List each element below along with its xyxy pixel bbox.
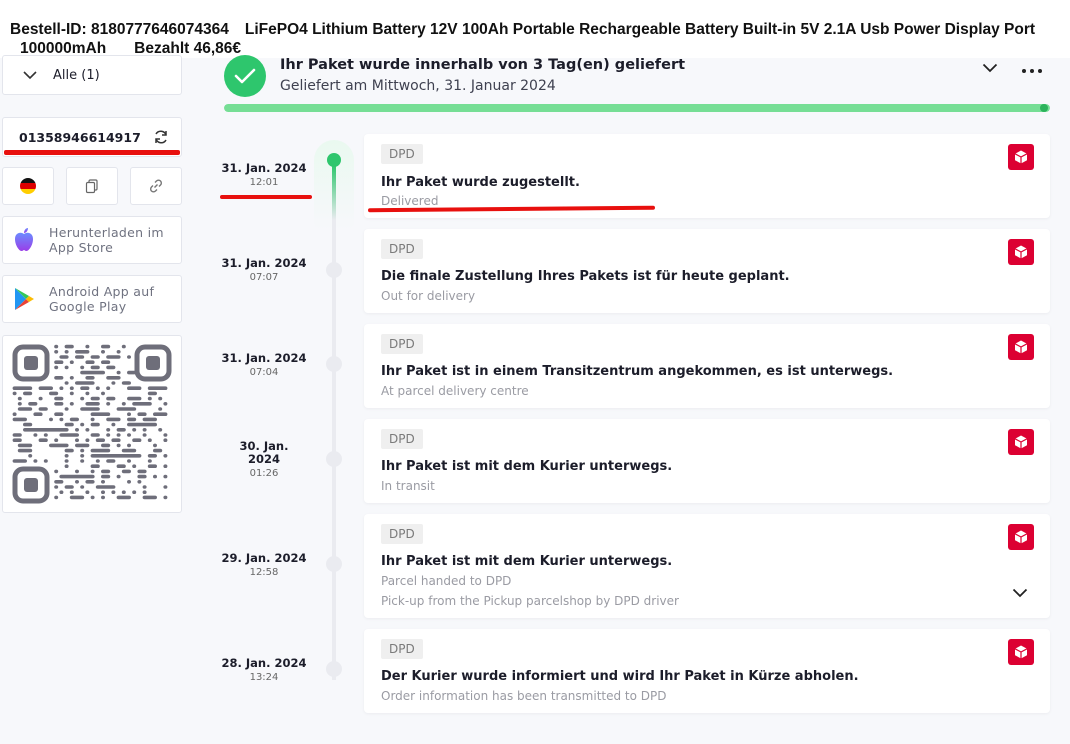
timeline-dot <box>326 451 342 467</box>
event-subtitle: Delivered <box>381 194 439 208</box>
event-date: 29. Jan. 2024 12:58 <box>214 551 314 579</box>
event-time-label: 12:01 <box>249 177 279 188</box>
tracking-event: DPD Ihr Paket wurde zugestellt. Delivere… <box>364 134 1050 218</box>
event-title: Ihr Paket ist mit dem Kurier unterwegs. <box>381 554 673 569</box>
delivery-progress-bar <box>224 104 1050 112</box>
order-line-1: Bestell-ID: 8180777646074364 LiFePO4 Lith… <box>10 20 1035 39</box>
delivered-check-icon <box>224 55 266 97</box>
tracking-event: DPD Ihr Paket ist mit dem Kurier unterwe… <box>364 514 1050 618</box>
event-title: Ihr Paket ist in einem Transitzentrum an… <box>381 364 894 379</box>
product-title: LiFePO4 Lithium Battery 12V 100Ah Portab… <box>244 21 1036 38</box>
timeline-line <box>332 160 336 680</box>
chevron-down-icon <box>23 70 37 79</box>
event-subtitle: Parcel handed to DPD <box>381 574 512 588</box>
annotation-underline <box>4 150 180 155</box>
event-time-label: 12:58 <box>249 567 279 578</box>
copy-icon <box>85 178 98 193</box>
order-line-2: 100000mAh Bezahlt 46,86€ <box>20 39 241 58</box>
google-play-line1: Android App auf <box>49 284 155 299</box>
share-link-button[interactable] <box>130 167 182 205</box>
event-date-label: 28. Jan. 2024 <box>221 656 307 670</box>
refresh-icon[interactable] <box>153 129 169 145</box>
annotation-underline <box>220 195 312 199</box>
app-store-line2: App Store <box>49 240 114 255</box>
more-options-icon[interactable] <box>1022 69 1042 73</box>
qr-code-box <box>2 335 182 513</box>
summary-subtitle: Geliefert am Mittwoch, 31. Januar 2024 <box>280 78 556 94</box>
paid-amount: Bezahlt 46,86€ <box>134 40 242 57</box>
summary-title: Ihr Paket wurde innerhalb von 3 Tag(en) … <box>280 57 686 73</box>
tracking-event: DPD Ihr Paket ist mit dem Kurier unterwe… <box>364 419 1050 503</box>
event-date-label: 31. Jan. 2024 <box>221 161 307 175</box>
tracking-event: DPD Die finale Zustellung Ihres Pakets i… <box>364 229 1050 313</box>
event-date: 31. Jan. 2024 07:07 <box>214 256 314 284</box>
event-subtitle: Out for delivery <box>381 289 476 303</box>
carrier-badge: DPD <box>381 639 423 659</box>
tracking-event: DPD Ihr Paket ist in einem Transitzentru… <box>364 324 1050 408</box>
event-subtitle: In transit <box>381 479 435 493</box>
google-play-icon <box>15 288 34 310</box>
qr-code-icon <box>12 344 172 504</box>
dpd-logo-icon <box>1008 334 1034 360</box>
google-play-line2: Google Play <box>49 299 127 314</box>
carrier-badge: DPD <box>381 239 423 259</box>
event-title: Die finale Zustellung Ihres Pakets ist f… <box>381 269 790 284</box>
timeline-dot <box>326 356 342 372</box>
product-title-cont: 100000mAh <box>20 40 107 57</box>
timeline-dot <box>326 262 342 278</box>
dpd-logo-icon <box>1008 429 1034 455</box>
event-time-label: 01:26 <box>249 468 279 479</box>
action-icons <box>2 167 182 205</box>
tracking-event: DPD Der Kurier wurde informiert und wird… <box>364 629 1050 713</box>
timeline-dot <box>326 661 342 677</box>
event-date: 31. Jan. 2024 12:01 <box>214 161 314 189</box>
event-date: 30. Jan. 2024 01:26 <box>214 439 314 480</box>
app-store-line1: Herunterladen im <box>49 225 164 240</box>
timeline-dot <box>326 556 342 572</box>
event-time-label: 07:07 <box>249 272 279 283</box>
delivery-summary: Ihr Paket wurde innerhalb von 3 Tag(en) … <box>222 55 1052 115</box>
timeline-active-segment <box>332 165 336 220</box>
event-title: Ihr Paket ist mit dem Kurier unterwegs. <box>381 459 673 474</box>
google-play-button[interactable]: Android App auf Google Play <box>2 275 182 323</box>
filter-dropdown[interactable]: Alle (1) <box>2 55 182 95</box>
dpd-logo-icon <box>1008 239 1034 265</box>
event-date-label: 31. Jan. 2024 <box>221 256 307 270</box>
carrier-badge: DPD <box>381 334 423 354</box>
event-date-label: 31. Jan. 2024 <box>221 351 307 365</box>
progress-end-dot <box>1040 104 1048 112</box>
apple-icon <box>15 228 33 251</box>
app-store-button[interactable]: Herunterladen im App Store <box>2 216 182 264</box>
order-header: Bestell-ID: 8180777646074364 LiFePO4 Lith… <box>0 0 1070 58</box>
event-date-label: 29. Jan. 2024 <box>221 551 307 565</box>
progress-fill <box>224 104 1050 112</box>
carrier-badge: DPD <box>381 524 423 544</box>
carrier-badge: DPD <box>381 144 423 164</box>
event-date-label: 30. Jan. <box>239 439 289 453</box>
flag-de-icon <box>20 178 36 194</box>
chevron-down-icon[interactable] <box>982 63 998 73</box>
filter-label: Alle (1) <box>53 67 100 83</box>
copy-button[interactable] <box>66 167 118 205</box>
event-subtitle: Pick-up from the Pickup parcelshop by DP… <box>381 594 679 608</box>
link-icon <box>149 179 163 193</box>
event-date: 31. Jan. 2024 07:04 <box>214 351 314 379</box>
dpd-logo-icon <box>1008 639 1034 665</box>
event-title: Ihr Paket wurde zugestellt. <box>381 175 580 190</box>
event-time-label: 13:24 <box>249 672 279 683</box>
timeline-active-dot <box>327 153 341 167</box>
chevron-down-icon[interactable] <box>1012 588 1028 598</box>
event-subtitle: Order information has been transmitted t… <box>381 689 667 703</box>
dpd-logo-icon <box>1008 144 1034 170</box>
order-id: Bestell-ID: 8180777646074364 <box>10 21 229 38</box>
language-button[interactable] <box>2 167 54 205</box>
tracking-number: 01358946614917 <box>19 129 141 145</box>
event-subtitle: At parcel delivery centre <box>381 384 529 398</box>
carrier-badge: DPD <box>381 429 423 449</box>
dpd-logo-icon <box>1008 524 1034 550</box>
event-title: Der Kurier wurde informiert und wird Ihr… <box>381 669 859 684</box>
event-date-year: 2024 <box>247 452 280 466</box>
event-time-label: 07:04 <box>249 367 279 378</box>
event-date: 28. Jan. 2024 13:24 <box>214 656 314 684</box>
